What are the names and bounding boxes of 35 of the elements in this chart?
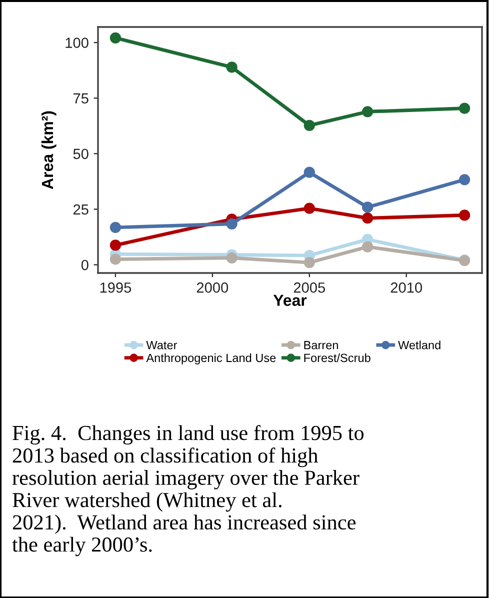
point: [110, 32, 122, 44]
y-tick-label: 75: [74, 93, 88, 104]
point: [304, 166, 315, 178]
point: [362, 241, 374, 252]
y-axis-title: Area (km²): [41, 111, 56, 190]
y-tick-label: 0: [81, 260, 88, 270]
x-axis-title: Year: [273, 294, 307, 306]
point: [226, 252, 238, 264]
point: [304, 257, 315, 268]
point: [458, 102, 470, 114]
x-tick-label: 2005: [294, 282, 326, 293]
legend-label: Barren: [304, 341, 338, 350]
point: [226, 62, 238, 73]
legend-label: Forest/Scrub: [304, 353, 370, 362]
point: [304, 120, 315, 131]
point: [362, 202, 374, 213]
point: [458, 174, 470, 186]
point: [110, 240, 122, 251]
y-tick-label: 50: [73, 148, 88, 160]
y-tick-label: 25: [73, 204, 88, 215]
legend-label: Anthropogenic Land Use: [146, 353, 276, 364]
y-tick-label: 100: [66, 38, 88, 48]
point: [304, 202, 315, 214]
point: [362, 106, 374, 118]
x-tick-label: 2000: [196, 282, 228, 293]
point: [110, 222, 122, 233]
x-tick-label: 1995: [100, 282, 132, 293]
x-tick-label: 2010: [390, 282, 422, 293]
point: [110, 254, 122, 265]
point: [458, 210, 470, 221]
point: [362, 212, 374, 224]
legend-label: Water: [146, 341, 178, 350]
legend-label: Wetland: [398, 340, 440, 350]
point: [226, 218, 238, 230]
caption: Fig. 4. Changes in land use from 1995 to 2013 based on classification of high resolution aerial imagery over the Parker River watershed (Whitney et al. 2021). Wetland area has increased since the early 2000’s.: [12, 425, 364, 556]
